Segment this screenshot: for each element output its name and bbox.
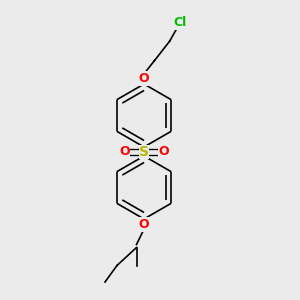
- Text: O: O: [119, 145, 130, 158]
- Text: O: O: [158, 145, 169, 158]
- Text: Cl: Cl: [173, 16, 187, 29]
- Text: S: S: [139, 145, 149, 158]
- Text: O: O: [139, 218, 149, 231]
- Text: O: O: [139, 72, 149, 85]
